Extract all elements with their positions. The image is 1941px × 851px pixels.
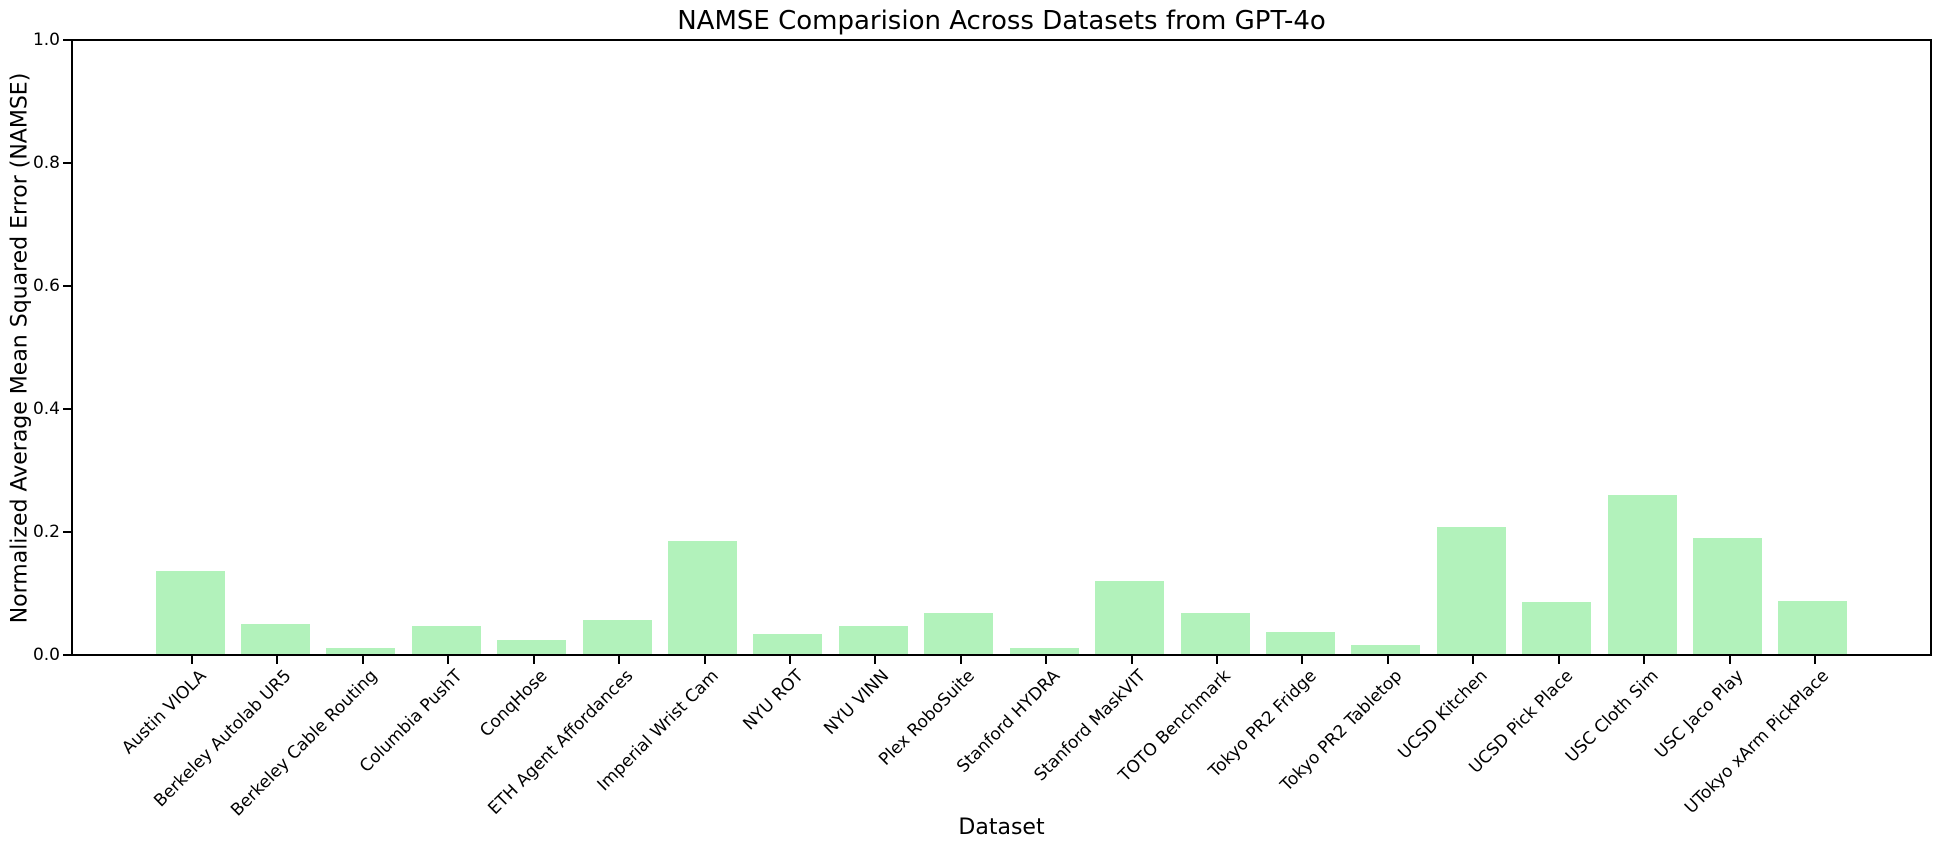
y-tick-label: 0.8 bbox=[32, 153, 60, 173]
bar bbox=[1607, 495, 1677, 654]
x-tick-mark bbox=[1643, 656, 1646, 664]
x-tick-mark bbox=[1130, 656, 1133, 664]
x-tick-mark bbox=[276, 656, 279, 664]
bar bbox=[1522, 602, 1592, 654]
x-tick-mark bbox=[1728, 656, 1731, 664]
x-tick-label: UCSD Kitchen bbox=[1394, 666, 1492, 764]
x-tick-mark bbox=[1472, 656, 1475, 664]
plot-area bbox=[71, 39, 1932, 656]
bar bbox=[668, 541, 738, 654]
y-tick-label: 0.4 bbox=[32, 399, 60, 419]
x-tick-label: NYU VINN bbox=[820, 666, 894, 739]
y-tick-label: 0.0 bbox=[32, 645, 60, 665]
y-tick-mark bbox=[63, 654, 71, 656]
x-tick-mark bbox=[361, 656, 364, 664]
bar bbox=[240, 624, 310, 654]
x-tick-label: Austin VIOLA bbox=[117, 666, 211, 759]
y-tick-label: 1.0 bbox=[32, 30, 60, 50]
bar bbox=[1095, 581, 1165, 654]
bar bbox=[1265, 632, 1335, 654]
bar bbox=[582, 620, 652, 654]
x-tick-label: Berkeley Autolab UR5 bbox=[150, 666, 296, 812]
bar bbox=[326, 648, 396, 654]
bar bbox=[1693, 538, 1763, 654]
x-tick-mark bbox=[1045, 656, 1048, 664]
y-tick-mark bbox=[63, 39, 71, 41]
x-tick-label: NYU ROT bbox=[739, 666, 809, 735]
bar bbox=[1778, 601, 1848, 654]
bar bbox=[497, 640, 567, 654]
x-tick-mark bbox=[618, 656, 621, 664]
y-tick-mark bbox=[63, 531, 71, 533]
bar bbox=[1351, 645, 1421, 654]
x-tick-label: USC Jaco Play bbox=[1651, 666, 1748, 763]
x-tick-mark bbox=[703, 656, 706, 664]
x-tick-mark bbox=[1386, 656, 1389, 664]
bar bbox=[838, 626, 908, 654]
x-tick-label: UTokyo xArm PickPlace bbox=[1681, 666, 1834, 818]
bar bbox=[753, 634, 823, 654]
bar bbox=[924, 613, 994, 654]
x-tick-label: ETH Agent Affordances bbox=[484, 666, 638, 819]
y-tick-mark bbox=[63, 408, 71, 410]
y-tick-mark bbox=[63, 162, 71, 164]
x-tick-mark bbox=[1216, 656, 1219, 664]
bar bbox=[1436, 527, 1506, 654]
x-tick-mark bbox=[1557, 656, 1560, 664]
x-tick-mark bbox=[532, 656, 535, 664]
y-tick-label: 0.6 bbox=[32, 276, 60, 296]
x-tick-mark bbox=[191, 656, 193, 664]
bar bbox=[1009, 648, 1079, 654]
x-axis-label: Dataset bbox=[958, 815, 1045, 840]
y-tick-mark bbox=[63, 285, 71, 287]
x-tick-mark bbox=[874, 656, 877, 664]
y-tick-label: 0.2 bbox=[32, 522, 60, 542]
x-tick-label: USC Cloth Sim bbox=[1561, 666, 1663, 767]
x-tick-mark bbox=[788, 656, 791, 664]
x-tick-mark bbox=[447, 656, 450, 664]
x-tick-mark bbox=[1301, 656, 1304, 664]
x-tick-label: ConqHose bbox=[476, 666, 552, 742]
x-tick-mark bbox=[1813, 656, 1816, 664]
bar bbox=[411, 626, 481, 654]
x-tick-label: Berkeley Cable Routing bbox=[226, 666, 381, 821]
chart-title: NAMSE Comparision Across Datasets from G… bbox=[677, 6, 1326, 36]
bar bbox=[1180, 613, 1250, 654]
bar bbox=[155, 571, 225, 654]
x-tick-mark bbox=[959, 656, 962, 664]
